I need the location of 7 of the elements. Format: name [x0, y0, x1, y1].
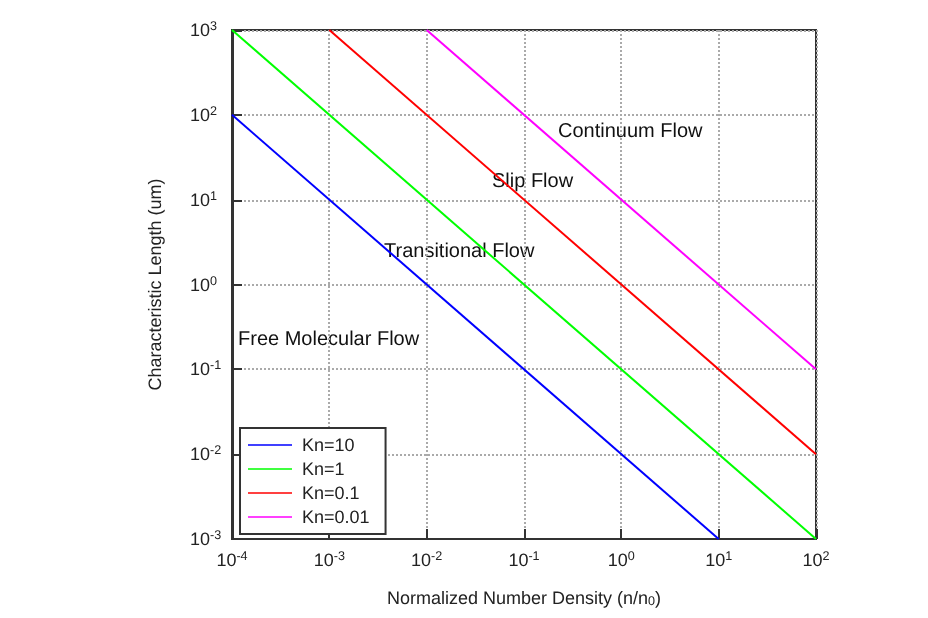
legend-label: Kn=10: [302, 435, 355, 455]
legend-label: Kn=0.1: [302, 483, 360, 503]
y-axis-title: Characteristic Length (um): [145, 178, 165, 391]
annotation: Continuum Flow: [558, 121, 705, 143]
legend-label: Kn=1: [302, 459, 345, 479]
annotation: Free Molecular Flow: [238, 329, 421, 351]
legend-label: Kn=0.01: [302, 507, 370, 527]
